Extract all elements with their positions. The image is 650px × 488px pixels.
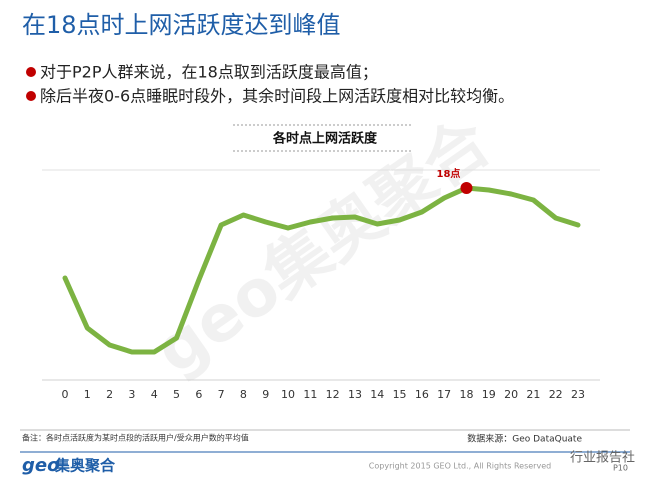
slide-title: 在18点时上网活跃度达到峰值 bbox=[22, 11, 341, 39]
logo-cn: 集奥聚合 bbox=[54, 457, 116, 475]
x-tick-label: 18 bbox=[459, 388, 473, 401]
bullet: 对于P2P人群来说，在18点取到活跃度最高值； bbox=[40, 63, 378, 82]
x-tick-label: 10 bbox=[281, 388, 295, 401]
x-tick-label: 5 bbox=[173, 388, 180, 401]
x-tick-label: 13 bbox=[348, 388, 362, 401]
x-tick-label: 3 bbox=[128, 388, 135, 401]
x-tick-label: 1 bbox=[84, 388, 91, 401]
peak-marker bbox=[460, 182, 473, 194]
x-tick-label: 7 bbox=[218, 388, 225, 401]
x-tick-label: 21 bbox=[526, 388, 540, 401]
x-tick-label: 2 bbox=[106, 388, 113, 401]
bullet-dot bbox=[26, 67, 36, 77]
x-tick-label: 22 bbox=[549, 388, 563, 401]
annotation: 18点 bbox=[437, 167, 461, 180]
x-tick-label: 14 bbox=[370, 388, 384, 401]
x-tick-label: 16 bbox=[415, 388, 429, 401]
footnote: 备注：各时点活跃度为某时点段的活跃用户/受众用户数的平均值 bbox=[22, 433, 249, 443]
x-tick-label: 23 bbox=[571, 388, 585, 401]
x-tick-label: 0 bbox=[62, 388, 69, 401]
x-tick-label: 15 bbox=[393, 388, 407, 401]
x-tick-label: 12 bbox=[326, 388, 340, 401]
x-tick-label: 11 bbox=[303, 388, 317, 401]
x-tick-label: 8 bbox=[240, 388, 247, 401]
bullet: 除后半夜0-6点睡眠时段外，其余时间段上网活跃度相对比较均衡。 bbox=[40, 87, 514, 106]
bullet-dot bbox=[26, 91, 36, 101]
source: 数据来源：Geo DataQuate bbox=[467, 433, 582, 445]
page-number: P10 bbox=[613, 464, 628, 473]
logo-en: geo bbox=[22, 455, 59, 476]
x-tick-label: 17 bbox=[437, 388, 451, 401]
x-tick-label: 19 bbox=[482, 388, 496, 401]
x-tick-label: 4 bbox=[151, 388, 158, 401]
watermark: 行业报告社 bbox=[570, 450, 635, 466]
x-tick-label: 6 bbox=[195, 388, 202, 401]
chart-title: 各时点上网活跃度 bbox=[272, 131, 378, 147]
data-line bbox=[62, 185, 581, 355]
x-tick-label: 20 bbox=[504, 388, 518, 401]
brand-watermark: geo集奥聚合 bbox=[142, 105, 503, 389]
copyright: Copyright 2015 GEO Ltd., All Rights Rese… bbox=[369, 462, 551, 471]
x-tick-label: 9 bbox=[262, 388, 269, 401]
